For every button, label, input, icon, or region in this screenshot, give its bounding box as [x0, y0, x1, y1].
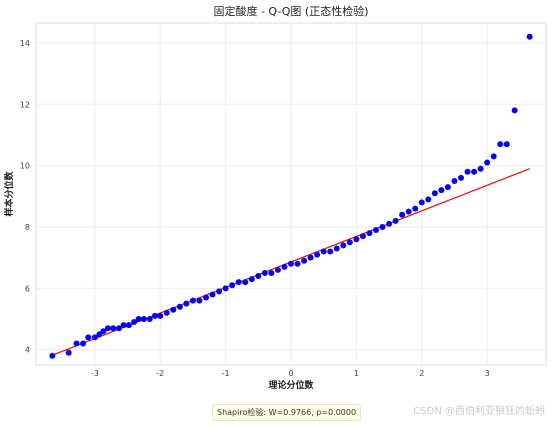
data-point — [294, 260, 301, 267]
data-point — [189, 297, 196, 304]
data-point — [170, 306, 177, 313]
data-point — [444, 184, 451, 191]
data-point — [458, 174, 464, 181]
x-tick-label: 1 — [354, 369, 359, 378]
data-point — [229, 282, 236, 289]
data-point — [49, 352, 56, 359]
y-tick-label: 12 — [20, 100, 30, 109]
watermark-text: CSDN @西伯利亚狼狂的蚯蚓 — [413, 406, 545, 417]
data-point — [301, 257, 308, 264]
data-point — [209, 291, 216, 298]
x-tick-label: -1 — [222, 369, 230, 378]
y-tick-label: 14 — [20, 39, 30, 48]
x-tick-label: 2 — [419, 369, 424, 378]
data-point — [418, 199, 425, 206]
data-point — [183, 300, 190, 307]
data-point — [497, 141, 504, 148]
data-point — [392, 217, 399, 224]
y-axis-label: 样本分位数 — [3, 171, 15, 217]
data-point — [146, 315, 153, 322]
data-point — [484, 159, 491, 166]
data-point — [152, 312, 158, 319]
data-point — [80, 340, 87, 347]
data-point — [477, 165, 484, 172]
x-tick-label: 3 — [485, 369, 490, 378]
grid-lines — [36, 23, 546, 365]
data-point — [346, 239, 353, 246]
data-point — [196, 297, 203, 304]
data-point — [216, 288, 223, 295]
data-point — [268, 269, 275, 276]
data-point — [412, 205, 419, 212]
data-point — [386, 220, 393, 227]
chart-title: 固定酸度 - Q-Q图 (正态性检验) — [213, 4, 368, 18]
data-point — [353, 236, 360, 243]
y-tick-label: 6 — [25, 284, 30, 293]
y-tick-label: 4 — [25, 346, 30, 355]
data-point — [340, 242, 347, 249]
data-point — [471, 168, 478, 175]
data-point — [91, 334, 98, 341]
data-point — [431, 190, 438, 197]
data-point — [320, 248, 327, 255]
data-point — [135, 315, 142, 322]
data-point — [140, 315, 147, 322]
data-point — [100, 328, 107, 335]
x-tick-label: -2 — [156, 369, 164, 378]
data-point — [255, 273, 262, 280]
data-point — [125, 322, 132, 329]
data-point — [85, 334, 92, 341]
data-point — [438, 187, 445, 194]
data-point — [511, 107, 518, 114]
data-point — [399, 211, 406, 218]
data-point — [373, 227, 379, 234]
data-point — [281, 263, 288, 270]
y-tick-label: 8 — [25, 223, 30, 232]
data-point — [203, 294, 209, 301]
data-point — [248, 276, 255, 283]
data-point — [366, 230, 373, 237]
data-point — [163, 309, 170, 316]
data-point — [314, 251, 321, 258]
data-point — [526, 33, 533, 40]
data-point — [288, 260, 294, 267]
x-tick-label: -3 — [91, 369, 99, 378]
data-point — [451, 177, 458, 184]
data-point — [104, 325, 111, 332]
data-point — [120, 322, 127, 329]
data-point — [110, 325, 117, 332]
data-point — [176, 303, 183, 310]
data-points — [49, 33, 533, 359]
data-point — [131, 319, 138, 326]
data-point — [379, 223, 386, 230]
data-point — [307, 254, 314, 261]
y-tick-label: 10 — [20, 162, 30, 171]
data-point — [333, 245, 340, 252]
data-point — [503, 141, 510, 148]
data-point — [327, 248, 334, 255]
data-point — [65, 349, 72, 356]
data-point — [359, 233, 366, 240]
data-point — [242, 279, 249, 286]
data-point — [261, 269, 268, 276]
x-axis-label: 理论分位数 — [268, 379, 314, 391]
data-point — [405, 208, 412, 215]
data-point — [425, 196, 432, 203]
data-point — [235, 279, 242, 286]
shapiro-test-note: Shapiro检验: W=0.9766, p=0.0000 — [212, 404, 362, 421]
data-point — [157, 312, 164, 319]
data-point — [116, 325, 123, 332]
data-point — [222, 285, 229, 292]
data-point — [490, 153, 497, 160]
data-point — [464, 168, 471, 175]
data-point — [274, 266, 281, 273]
data-point — [73, 340, 80, 347]
x-tick-label: 0 — [288, 369, 293, 378]
